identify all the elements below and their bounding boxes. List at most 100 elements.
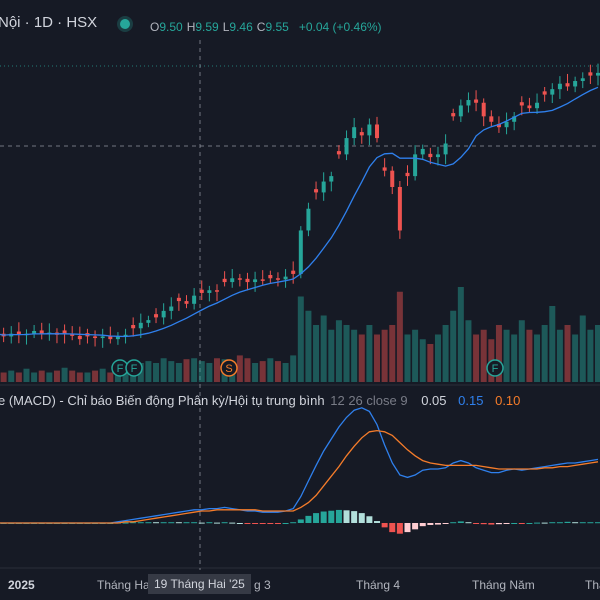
volume-bar xyxy=(274,361,281,382)
candle xyxy=(474,90,479,112)
candle xyxy=(588,64,593,85)
marker-s[interactable]: S xyxy=(220,359,238,377)
candle xyxy=(154,308,159,324)
candle xyxy=(451,108,456,121)
volume-bar xyxy=(343,325,350,382)
ohlc-key-0: O xyxy=(150,20,160,34)
market-status-icon xyxy=(120,19,130,29)
candle xyxy=(367,118,372,146)
candle xyxy=(382,158,387,177)
volume-bar xyxy=(122,367,129,382)
candle xyxy=(481,98,486,127)
volume-bar xyxy=(92,370,99,382)
candle xyxy=(420,144,425,161)
histogram-bar xyxy=(534,522,541,524)
volume-bar xyxy=(556,329,563,382)
candle xyxy=(466,92,471,113)
candle xyxy=(329,171,334,192)
svg-text:F: F xyxy=(492,363,499,375)
candle xyxy=(245,272,250,291)
volume-bar xyxy=(168,361,175,382)
candle xyxy=(260,270,265,285)
histogram-bar xyxy=(473,523,480,524)
candle xyxy=(283,269,288,288)
histogram-bar xyxy=(183,522,190,524)
histogram-bar xyxy=(450,522,457,524)
volume-bar xyxy=(358,334,365,382)
macd-line xyxy=(0,407,599,524)
moving-average-line xyxy=(0,86,599,338)
marker-f[interactable]: F xyxy=(125,359,143,377)
candle xyxy=(352,117,357,146)
histogram-bar xyxy=(328,510,335,523)
volume-bar xyxy=(206,363,213,382)
ohlc-readout: O9.50 H9.59 L9.46 C9.55 +0.04 (+0.46%) xyxy=(150,20,382,34)
histogram-bar xyxy=(198,522,205,524)
candle xyxy=(504,112,509,135)
histogram-bar xyxy=(572,522,579,524)
volume-bar xyxy=(290,355,297,382)
symbol-title[interactable]: Nội · 1D · HSX xyxy=(0,14,98,31)
histogram-bar xyxy=(229,522,236,524)
histogram-bar xyxy=(389,523,396,533)
volume-bar xyxy=(541,325,548,382)
histogram-bar xyxy=(442,523,449,524)
signal-line xyxy=(0,429,599,524)
candle xyxy=(207,285,212,302)
histogram-bar xyxy=(122,522,129,524)
volume-bar xyxy=(579,315,586,382)
candle xyxy=(344,130,349,161)
candle xyxy=(306,202,311,237)
volume-bar xyxy=(61,367,68,382)
volume-bar xyxy=(297,296,304,382)
histogram-bar xyxy=(419,523,426,527)
volume-bar xyxy=(252,363,259,382)
volume-bar xyxy=(213,358,220,382)
volume-bar xyxy=(153,363,160,382)
volume-bar xyxy=(244,358,251,382)
volume-bar xyxy=(381,329,388,382)
histogram-bar xyxy=(427,523,434,525)
volume-bar xyxy=(335,320,342,382)
histogram-bar xyxy=(434,523,441,525)
histogram-bar xyxy=(343,510,350,523)
volume-bar xyxy=(351,329,358,382)
volume-bar xyxy=(23,368,30,382)
histogram-bar xyxy=(526,523,533,524)
histogram-bar xyxy=(358,513,365,523)
volume-bar xyxy=(549,306,556,382)
candle xyxy=(435,146,440,166)
volume-bar xyxy=(465,320,472,382)
histogram-bar xyxy=(297,519,304,523)
candle xyxy=(169,297,174,320)
macd-value: 0.05 xyxy=(421,393,447,408)
volume-bar xyxy=(282,363,289,382)
volume-bar xyxy=(191,358,198,382)
histogram-bar xyxy=(511,523,518,524)
candle xyxy=(580,72,585,89)
ohlc-value-0: 9.50 xyxy=(159,20,183,34)
macd-legend[interactable]: e (MACD) - Chỉ báo Biến động Phân kỳ/Hội… xyxy=(0,393,520,408)
marker-f[interactable]: F xyxy=(486,359,504,377)
marker-f[interactable]: F xyxy=(111,359,129,377)
volume-bar xyxy=(145,361,152,382)
volume-bar xyxy=(366,325,373,382)
volume-bar xyxy=(0,372,7,382)
candle xyxy=(93,330,98,347)
candle xyxy=(54,328,59,344)
volume-bar xyxy=(183,359,190,382)
ohlc-value-3: 9.55 xyxy=(265,20,289,34)
candle xyxy=(222,271,227,287)
histogram-bar xyxy=(412,523,419,530)
volume-bar xyxy=(259,361,266,382)
candle xyxy=(397,181,402,239)
histogram-bar xyxy=(244,523,251,524)
histogram-bar xyxy=(259,523,266,524)
histogram-bar xyxy=(267,523,274,524)
candle xyxy=(161,303,166,325)
candle xyxy=(184,295,189,309)
candle xyxy=(390,166,395,195)
candle xyxy=(557,76,562,99)
